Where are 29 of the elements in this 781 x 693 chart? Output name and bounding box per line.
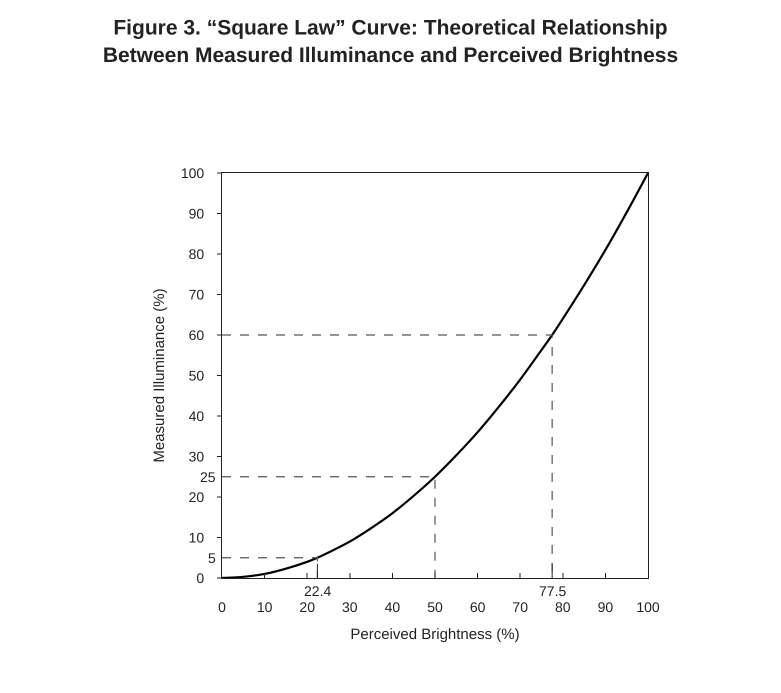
x-tick-label: 90: [598, 598, 614, 615]
y-tick-label: 70: [188, 286, 204, 302]
x-tick-label: 60: [470, 598, 486, 615]
annotation: 77.5: [539, 583, 566, 599]
annotation: 25: [200, 469, 216, 485]
x-tick-label: 100: [636, 598, 660, 615]
y-axis-title: Measured Illuminance (%): [151, 288, 168, 463]
x-tick-label: 40: [384, 598, 400, 615]
annotation: 22.4: [304, 583, 332, 599]
chart-title: Figure 3. “Square Law” Curve: Theoretical Relationship Between Measured Illuminance and Perceived Brightness: [102, 16, 678, 67]
x-tick-label: 80: [555, 598, 571, 615]
y-tick-label: 80: [188, 246, 204, 262]
y-tick-label: 50: [188, 367, 204, 384]
x-tick-label: 10: [256, 598, 273, 615]
x-axis-title: Perceived Brightness (%): [350, 626, 520, 643]
y-tick-label: 90: [188, 205, 204, 222]
y-tick-label: 30: [188, 448, 204, 464]
y-tick-label: 10: [188, 529, 204, 546]
y-tick-label: 100: [180, 164, 204, 181]
x-tick-label: 20: [299, 598, 316, 615]
y-tick-label: 40: [188, 408, 204, 424]
annotation: 5: [208, 550, 216, 566]
y-tick-label: 0: [196, 570, 204, 586]
y-tick-label: 20: [188, 488, 204, 505]
x-tick-label: 70: [512, 598, 528, 615]
x-tick-label: 50: [427, 598, 443, 615]
y-tick-label: 60: [188, 326, 204, 343]
x-tick-label: 0: [218, 598, 226, 615]
x-tick-label: 30: [342, 598, 358, 615]
